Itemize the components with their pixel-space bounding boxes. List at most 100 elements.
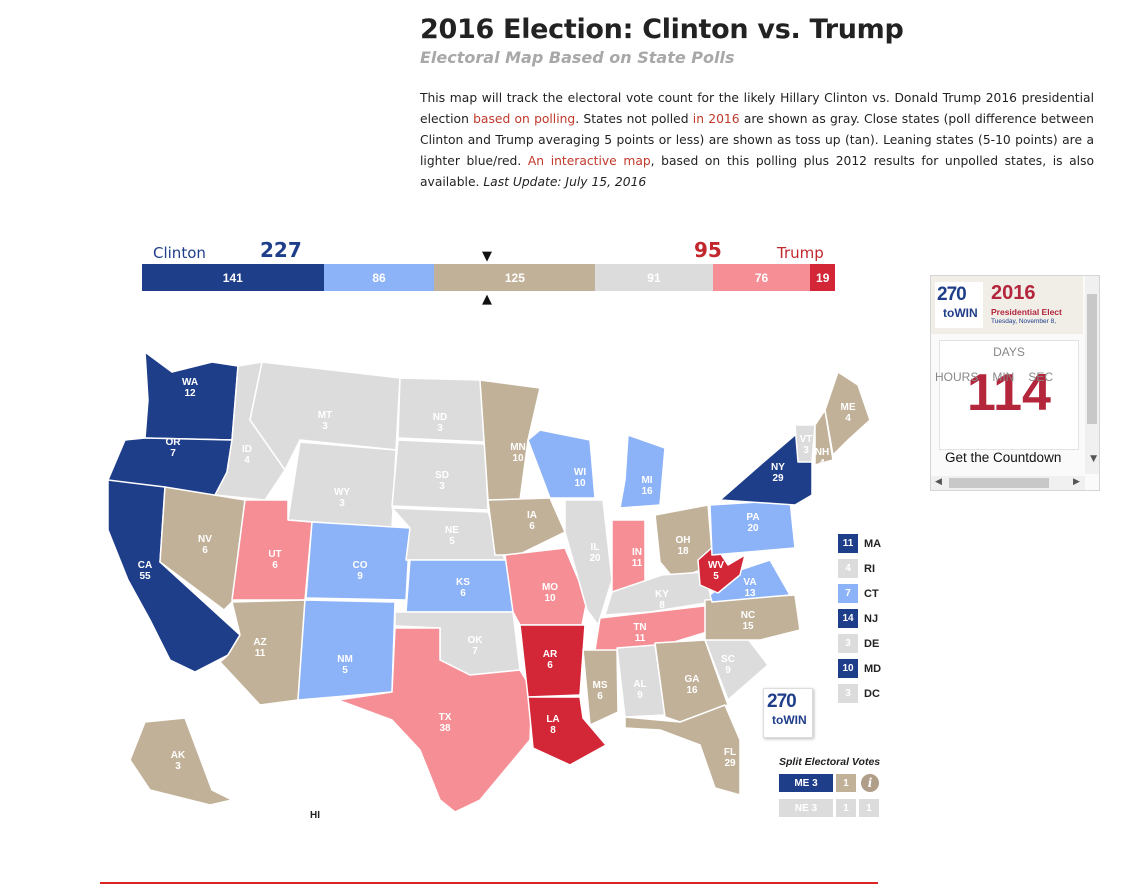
state-fl[interactable]: [624, 704, 741, 796]
ne-state-dc[interactable]: 3 DC: [838, 684, 880, 703]
ne-state-votes: 11: [838, 534, 858, 553]
split-me-label[interactable]: ME 3: [779, 774, 833, 792]
split-me-district-1[interactable]: 1: [836, 774, 856, 792]
widget-countdown: DAYS 114: [939, 340, 1079, 450]
state-abbr: HI: [310, 810, 320, 821]
state-electoral-votes: 11: [632, 558, 643, 569]
state-abbr: KS: [456, 577, 470, 588]
last-update: Last Update: July 15, 2016: [483, 175, 647, 189]
state-label-al: AL 9: [633, 679, 646, 701]
state-label-wi: WI 10: [574, 467, 586, 489]
in-2016-link[interactable]: in 2016: [692, 112, 740, 126]
interactive-map-link[interactable]: An interactive map: [527, 154, 651, 168]
state-abbr: AL: [633, 679, 646, 690]
state-label-ia: IA 6: [527, 510, 537, 532]
state-label-mo: MO 10: [542, 582, 558, 604]
polling-link[interactable]: based on polling: [473, 112, 576, 126]
state-abbr: ND: [433, 412, 447, 423]
state-nh[interactable]: [814, 409, 834, 466]
state-ak[interactable]: [129, 717, 233, 806]
state-me[interactable]: [824, 371, 871, 456]
state-il[interactable]: [564, 499, 613, 626]
state-electoral-votes: 8: [550, 725, 556, 736]
state-electoral-votes: 5: [342, 665, 348, 676]
state-ia[interactable]: [487, 497, 566, 556]
logo-270towin[interactable]: 270 toWIN: [763, 688, 813, 738]
state-abbr: WI: [574, 467, 586, 478]
state-nm[interactable]: [297, 599, 396, 701]
state-electoral-votes: 10: [512, 453, 524, 464]
state-abbr: TN: [633, 622, 646, 633]
split-ne-label[interactable]: NE 3: [779, 799, 833, 817]
scroll-left-icon[interactable]: ◀: [935, 477, 942, 487]
state-label-ga: GA 16: [685, 674, 700, 696]
state-sd[interactable]: [391, 439, 489, 511]
state-mi[interactable]: [619, 434, 666, 509]
ne-state-nj[interactable]: 14 NJ: [838, 609, 878, 628]
info-icon[interactable]: i: [861, 774, 879, 792]
state-electoral-votes: 7: [170, 448, 176, 459]
state-wy[interactable]: [287, 441, 397, 529]
scroll-down-icon[interactable]: ▼: [1090, 454, 1097, 464]
state-abbr: OH: [676, 535, 691, 546]
state-electoral-votes: 38: [439, 723, 451, 734]
state-abbr: ID: [242, 444, 252, 455]
state-label-ar: AR 6: [543, 649, 558, 671]
ne-state-de[interactable]: 3 DE: [838, 634, 879, 653]
state-label-mi: MI 16: [641, 475, 653, 497]
ne-state-ri[interactable]: 4 RI: [838, 559, 875, 578]
state-vt[interactable]: [794, 424, 816, 463]
state-abbr: IA: [527, 510, 537, 521]
ne-state-votes: 7: [838, 584, 858, 603]
widget-horizontal-scrollbar[interactable]: ◀ ▶: [931, 476, 1085, 490]
state-electoral-votes: 9: [357, 571, 363, 582]
majority-marker-up-icon: ▲: [482, 292, 492, 307]
ne-state-votes: 3: [838, 634, 858, 653]
state-electoral-votes: 4: [244, 455, 250, 466]
ne-state-ma[interactable]: 11 MA: [838, 534, 881, 553]
state-abbr: MO: [542, 582, 558, 593]
state-electoral-votes: 7: [472, 646, 478, 657]
ne-state-votes: 3: [838, 684, 858, 703]
state-label-ak: AK 3: [171, 750, 186, 772]
logo-number: 270: [767, 691, 797, 712]
clinton-label: Clinton: [153, 244, 206, 262]
description: This map will track the electoral vote c…: [420, 88, 1094, 193]
state-label-in: IN 11: [632, 547, 643, 569]
description-text-1: This map will track the electoral vote c…: [420, 91, 1094, 126]
state-electoral-votes: 3: [803, 445, 809, 456]
state-tx[interactable]: [337, 627, 533, 813]
state-nv[interactable]: [159, 486, 246, 611]
countdown-link[interactable]: Get the Countdown: [945, 450, 1062, 465]
state-label-pa: PA 20: [746, 512, 759, 534]
sec-label: SEC: [1028, 370, 1054, 384]
widget-vertical-thumb[interactable]: [1087, 294, 1097, 424]
split-ne-district-2[interactable]: 1: [859, 799, 879, 817]
state-la[interactable]: [527, 696, 607, 766]
state-wi[interactable]: [527, 429, 596, 499]
ne-state-md[interactable]: 10 MD: [838, 659, 881, 678]
state-electoral-votes: 9: [725, 665, 731, 676]
scroll-right-icon[interactable]: ▶: [1073, 477, 1080, 487]
widget-horizontal-thumb[interactable]: [949, 478, 1049, 488]
split-ne-district-1[interactable]: 1: [836, 799, 856, 817]
state-label-nc: NC 15: [741, 610, 755, 632]
time-units: HOURS MIN SEC: [935, 370, 1081, 384]
state-co[interactable]: [305, 521, 411, 601]
widget-logo: 270 toWIN: [935, 282, 983, 328]
bar-segment: 91: [595, 264, 713, 291]
state-ms[interactable]: [582, 649, 619, 726]
state-ar[interactable]: [519, 624, 586, 698]
ne-state-ct[interactable]: 7 CT: [838, 584, 879, 603]
state-label-ok: OK 7: [468, 635, 484, 657]
widget-vertical-scrollbar[interactable]: ▼: [1085, 276, 1099, 474]
state-label-nd: ND 3: [433, 412, 447, 434]
state-abbr: GA: [685, 674, 700, 685]
state-mn[interactable]: [479, 379, 541, 501]
countdown-widget[interactable]: 270 toWIN 2016 Presidential Elect Tuesda…: [930, 275, 1100, 491]
state-label-mn: MN 10: [510, 442, 526, 464]
state-abbr: WV: [708, 560, 724, 571]
ne-state-abbr: MA: [864, 537, 882, 550]
state-electoral-votes: 55: [139, 571, 151, 582]
